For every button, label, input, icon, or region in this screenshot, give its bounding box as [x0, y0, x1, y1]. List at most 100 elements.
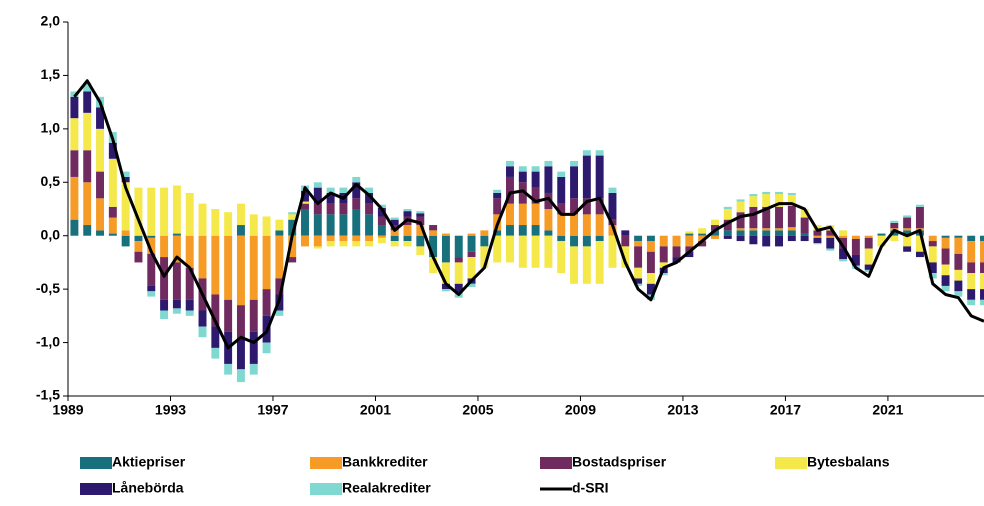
bar-segment [736, 201, 745, 213]
bar-segment [326, 192, 335, 204]
bar-segment [108, 206, 117, 218]
bar-segment [172, 235, 181, 263]
bar-segment [480, 246, 489, 268]
bar-segment [506, 235, 514, 263]
bar-segment [749, 196, 758, 207]
legend-label: Realakrediter [342, 480, 431, 496]
bar-segment [326, 241, 335, 247]
bar-segment [787, 205, 796, 228]
bar-segment [160, 187, 169, 236]
bar-segment [96, 198, 104, 231]
y-tick-label: 0,0 [41, 226, 61, 242]
bar-segment [710, 225, 719, 231]
bar-segment [83, 82, 92, 92]
bar-segment [570, 214, 579, 236]
bar-segment [864, 237, 873, 249]
bar-segment [903, 246, 912, 252]
bar-segment [544, 230, 553, 236]
bar-segment [557, 241, 566, 274]
bar-segment [313, 235, 322, 247]
bar-segment [723, 230, 732, 236]
bar-segment [980, 241, 984, 263]
x-tick-label: 2001 [360, 402, 391, 418]
bar-segment [775, 194, 783, 207]
bar-segment [980, 262, 984, 274]
bar-segment [429, 225, 438, 231]
bar-segment [160, 235, 169, 258]
bar-segment [236, 305, 245, 338]
y-tick-label: -0,5 [36, 280, 60, 296]
bar-segment [198, 310, 207, 327]
bar-segment [736, 235, 745, 242]
bar-segment [236, 203, 245, 226]
bar-segment [839, 259, 848, 262]
bar-segment [365, 214, 374, 236]
bar-segment [185, 299, 194, 311]
bar-segment [544, 192, 553, 209]
bar-segment [301, 235, 309, 247]
bar-segment [634, 235, 643, 242]
bar-segment [467, 257, 476, 279]
bar-segment [595, 150, 604, 156]
bar-segment [928, 273, 937, 279]
bar-segment [582, 198, 591, 215]
bar-segment [928, 235, 937, 242]
bar-segment [787, 195, 796, 206]
bar-segment [954, 253, 963, 270]
bar-segment [570, 166, 579, 199]
x-tick-label: 2017 [770, 402, 801, 418]
bar-segment [467, 283, 476, 288]
bar-segment [762, 230, 771, 236]
bar-segment [83, 182, 92, 226]
bar-segment [826, 237, 835, 249]
bar-segment [352, 235, 361, 242]
bar-segment [506, 225, 514, 236]
bar-segment [224, 299, 233, 332]
bar-segment [787, 227, 796, 231]
bar-segment [557, 176, 566, 204]
bar-segment [813, 235, 822, 238]
bar-segment [480, 230, 489, 236]
bar-segment [198, 326, 207, 338]
bar-segment [160, 257, 169, 300]
bar-segment [493, 198, 502, 215]
bar-segment [160, 299, 169, 311]
bar-segment [121, 182, 130, 231]
bar-segment [634, 241, 643, 247]
bar-segment [275, 219, 284, 231]
bar-segment [813, 230, 822, 236]
legend-swatch [310, 483, 342, 495]
bar-segment [454, 262, 463, 284]
bar-segment [467, 233, 476, 236]
bar-segment [403, 235, 412, 242]
bar-segment [595, 155, 604, 199]
bar-segment [903, 217, 912, 229]
bar-segment [365, 187, 374, 193]
legend-swatch [540, 457, 572, 469]
bar-segment [608, 187, 617, 193]
bar-segment [172, 308, 181, 314]
bar-segment [980, 289, 984, 300]
bar-segment [749, 206, 758, 229]
bar-segment [134, 187, 143, 236]
bar-segment [685, 233, 694, 236]
bar-segment [518, 235, 527, 268]
bar-segment [570, 160, 579, 167]
bar-segment [941, 285, 950, 292]
bar-segment [967, 299, 976, 306]
bar-segment [172, 233, 181, 236]
bar-segment [608, 225, 617, 236]
bar-segment [634, 283, 643, 286]
bar-segment [147, 253, 156, 286]
bar-segment [96, 230, 104, 236]
bar-segment [775, 191, 783, 195]
legend-label: Bostadspriser [572, 454, 667, 470]
bar-segment [762, 194, 771, 207]
bar-segment [595, 198, 604, 215]
bar-segment [570, 198, 579, 215]
bar-segment [365, 203, 374, 215]
bar-segment [70, 219, 79, 236]
bar-segment [403, 241, 412, 247]
bar-segment [352, 182, 361, 199]
